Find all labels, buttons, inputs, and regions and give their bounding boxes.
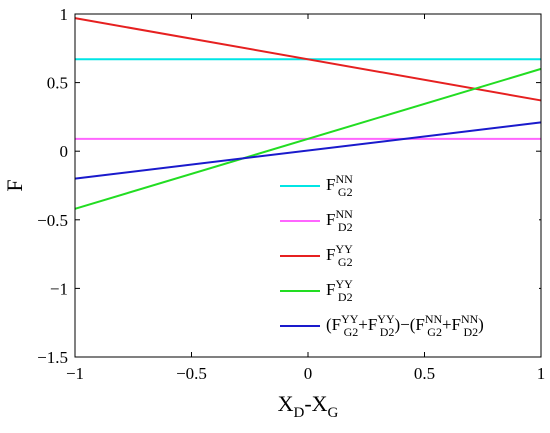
x-tick-label: −0.5 [176, 364, 207, 383]
text-part: (F [410, 315, 425, 334]
legend-item-1: FNN G2 [280, 172, 353, 199]
text-part: F [326, 280, 335, 299]
superscript: YY [335, 277, 353, 291]
y-tick-label: 0 [60, 142, 69, 161]
subscript: G2 [427, 325, 442, 339]
series-line-3 [74, 17, 542, 102]
text-part: +F [358, 315, 377, 334]
legend-label: (FYY G2+FYY D2)−(FNN G2+FNN D2) [326, 312, 484, 339]
x-tick-label: 1 [537, 364, 546, 383]
y-axis-title: F [2, 179, 27, 191]
series-layer [74, 17, 542, 210]
y-tick-label: −1.5 [37, 348, 68, 367]
subscript: D [293, 405, 304, 421]
text-part: F [326, 210, 335, 229]
x-tick-label: 0 [304, 364, 313, 383]
legend-label: FYY G2 [326, 242, 353, 269]
text-part: F [326, 245, 335, 264]
legend-item-5: (FYY G2+FYY D2)−(FNN G2+FNN D2) [280, 312, 484, 339]
series-line-5 [74, 121, 542, 180]
legend-label: FNN D2 [326, 207, 353, 234]
superscript: NN [335, 172, 353, 186]
text-part: − [400, 315, 410, 334]
text-part: +F [442, 315, 461, 334]
superscript: YY [335, 242, 353, 256]
subscript: G [328, 405, 339, 421]
x-tick-label: 0.5 [414, 364, 435, 383]
superscript: NN [425, 312, 443, 326]
superscript: YY [341, 312, 359, 326]
text-part: (F [326, 315, 341, 334]
superscript: NN [461, 312, 479, 326]
series-line-4 [74, 67, 542, 210]
ticks-layer: −1 −0.5 0 0.5 110.50−0.5−1−1.5 [37, 5, 545, 383]
x-tick-label: −1 [66, 364, 84, 383]
text-part: X [278, 391, 294, 416]
legend-item-2: FNN D2 [280, 207, 353, 234]
subscript: G2 [338, 255, 353, 269]
text-part: -X [304, 391, 327, 416]
text-part: ) [478, 315, 484, 334]
y-tick-label: −1 [50, 279, 68, 298]
legend-label: FYY D2 [326, 277, 353, 304]
text-part: F [326, 175, 335, 194]
text-part: ) [394, 315, 400, 334]
superscript: NN [335, 207, 353, 221]
y-tick-label: −0.5 [37, 211, 68, 230]
subscript: D2 [338, 290, 353, 304]
subscript: D2 [380, 325, 395, 339]
legend-item-4: FYY D2 [280, 277, 353, 304]
legend-box [276, 163, 539, 346]
x-axis-title: XD-XG [278, 391, 339, 421]
subscript: G2 [344, 325, 359, 339]
superscript: YY [377, 312, 395, 326]
legend-label: FNN G2 [326, 172, 353, 199]
y-tick-label: 0.5 [47, 74, 68, 93]
labels-layer: XD-XG F [2, 179, 339, 421]
legend-item-3: FYY G2 [280, 242, 353, 269]
subscript: G2 [338, 185, 353, 199]
subscript: D2 [463, 325, 478, 339]
y-tick-label: 1 [60, 5, 69, 24]
subscript: D2 [338, 220, 353, 234]
